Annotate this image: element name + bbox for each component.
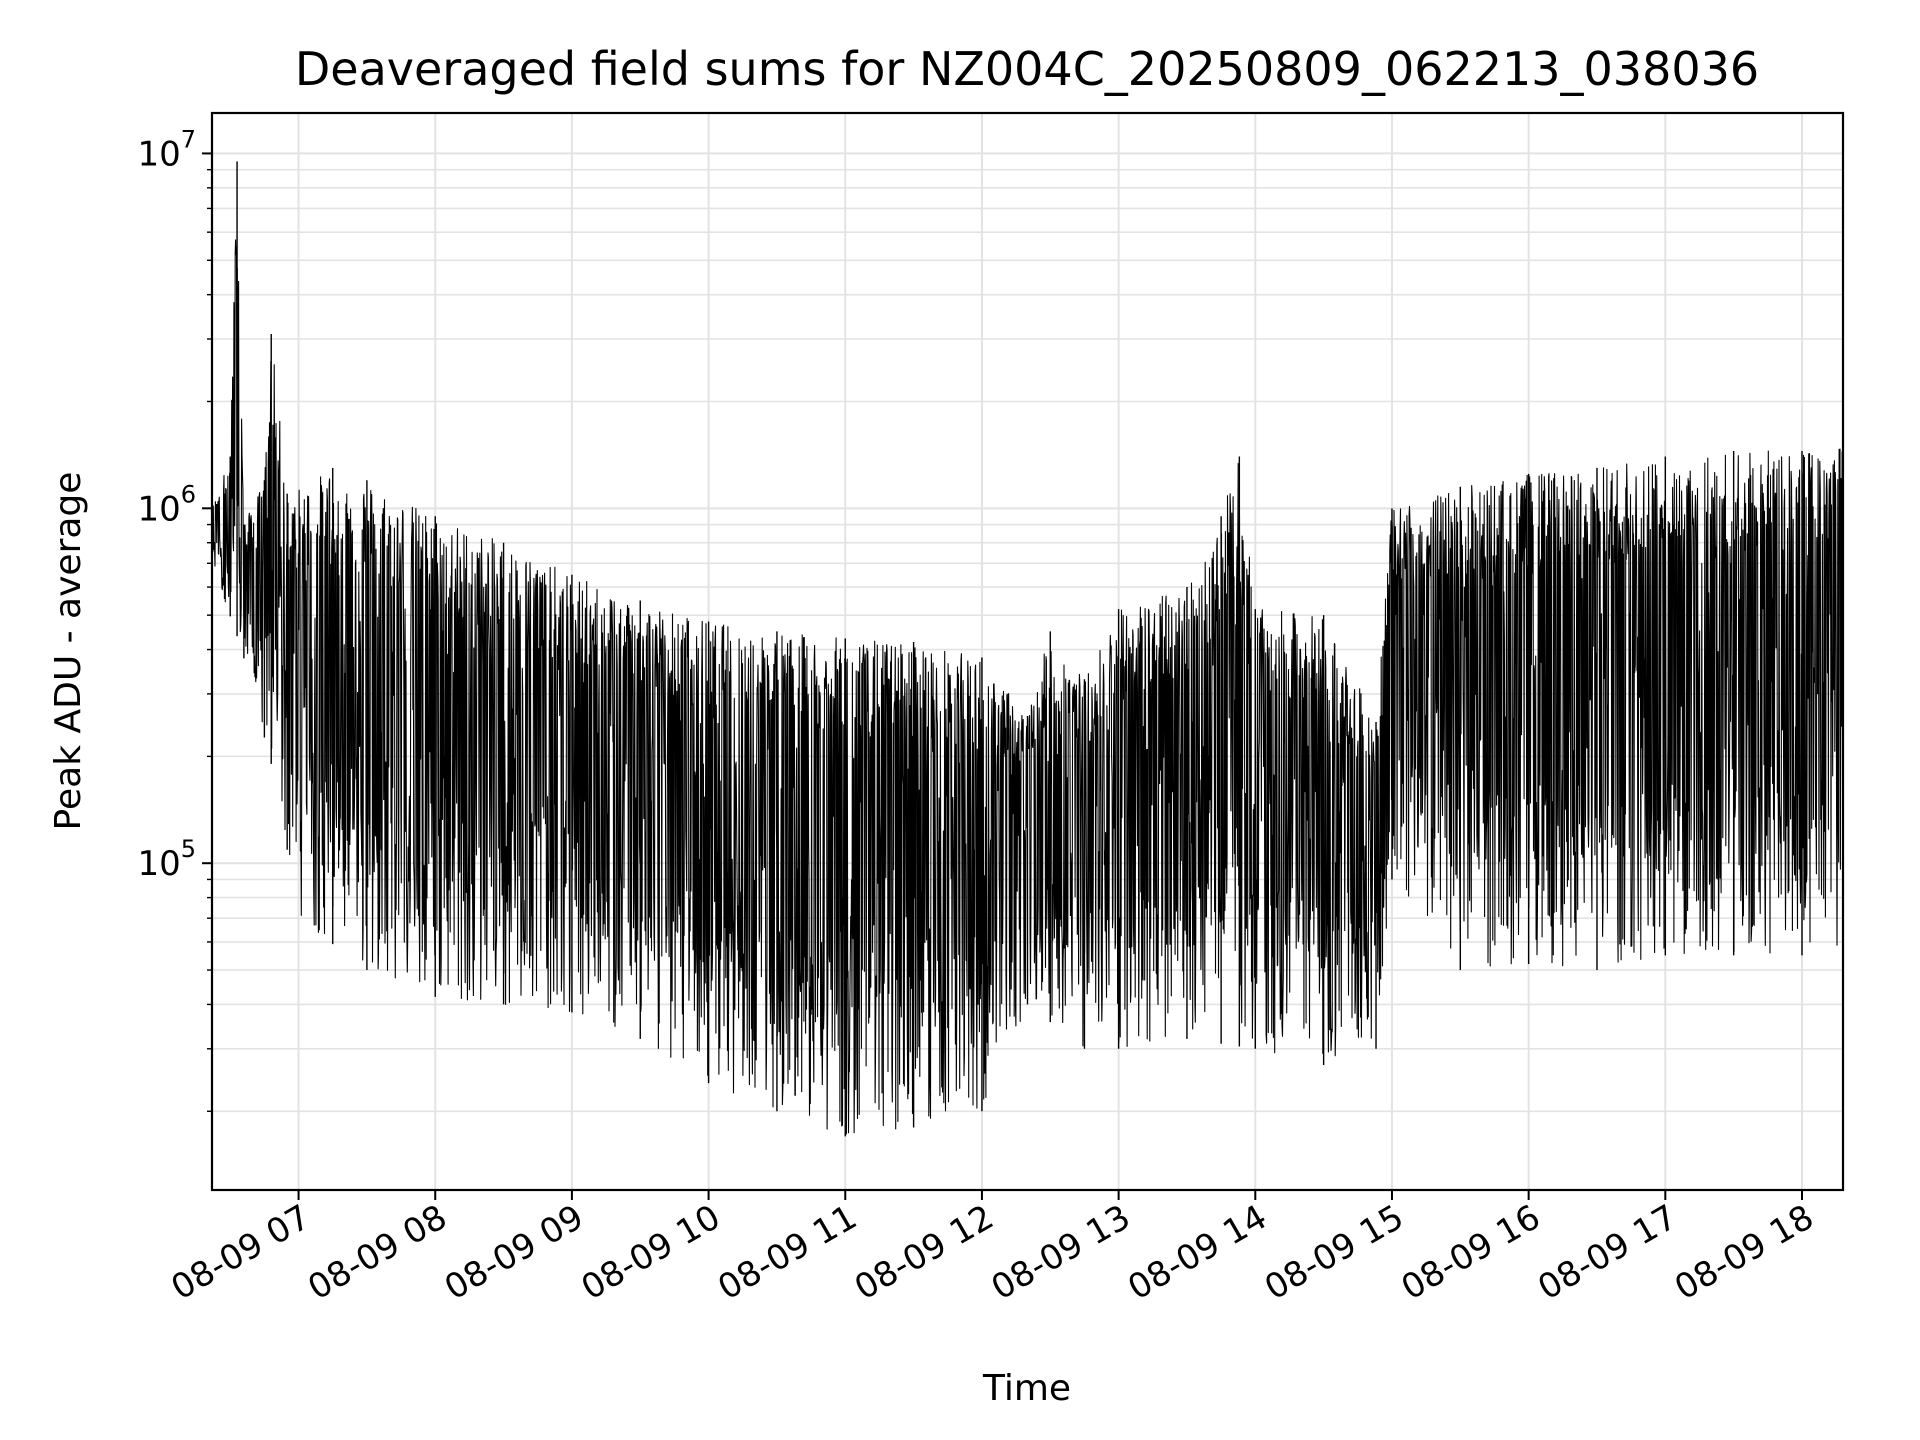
plot-frame <box>210 111 1845 1192</box>
series-group <box>211 161 1844 1137</box>
y-tick-base: 10 <box>137 489 180 529</box>
y-tick-label: 105 <box>137 835 196 884</box>
y-tick-label: 106 <box>137 480 196 529</box>
chart-title: Deaveraged field sums for NZ004C_2025080… <box>295 42 1759 96</box>
y-tick-exponent: 6 <box>181 480 196 508</box>
y-tick-exponent: 5 <box>181 835 196 863</box>
y-tick-base: 10 <box>137 134 180 174</box>
y-tick-label: 107 <box>137 125 196 174</box>
x-axis-label: Time <box>982 1368 1071 1409</box>
y-axis-label: Peak ADU - average <box>48 472 89 831</box>
y-tick-base: 10 <box>137 844 180 884</box>
y-tick-exponent: 7 <box>181 125 196 153</box>
